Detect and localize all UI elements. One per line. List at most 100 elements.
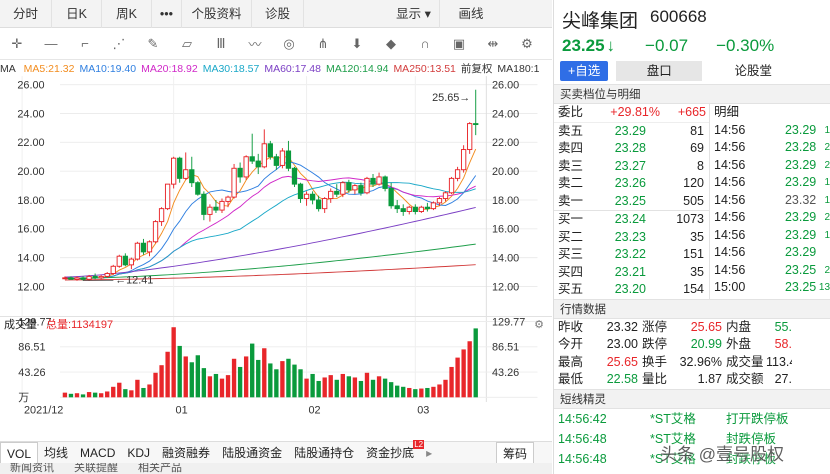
bid-row[interactable]: 买一 23.24 1073: [554, 211, 709, 229]
tab-more[interactable]: •••: [152, 0, 182, 28]
cycle-icon[interactable]: ◎: [283, 35, 295, 51]
quote-label: 涨停: [642, 319, 668, 334]
tab-chips[interactable]: 筹码: [495, 441, 534, 464]
level-volume: 8: [697, 158, 704, 173]
tab-scroll-right[interactable]: ▸: [426, 445, 433, 460]
candle-body: [74, 277, 80, 280]
detail-row: 14:56 23.29 1: [710, 174, 830, 192]
price-row: 23.25 ↓ −0.07 −0.30%: [554, 34, 830, 58]
eraser-icon[interactable]: ◆: [386, 35, 396, 51]
tab-related-alerts[interactable]: 关联提醒: [74, 463, 118, 474]
candle-body: [237, 167, 243, 178]
volume-bar: [388, 382, 394, 398]
quote-label: 跌停: [642, 337, 668, 351]
display-dropdown[interactable]: 显示 ▾: [388, 0, 440, 28]
split-icon[interactable]: ⇹: [487, 35, 499, 51]
ma-item: MA10:19.40: [79, 63, 137, 75]
tab-kdj[interactable]: KDJ: [127, 445, 151, 460]
kline-chart[interactable]: 26.00 26.00 24.00 24.00 22.00 22.00 20.00 20.00…: [0, 61, 552, 421]
candle-body: [140, 242, 147, 253]
tab-macd[interactable]: MACD: [80, 445, 116, 460]
trash-icon[interactable]: ▣: [452, 35, 466, 51]
tab-stock-profile[interactable]: 个股资料: [182, 0, 252, 28]
price-axis-label-right: 12.00: [492, 281, 519, 293]
tab-orderbook[interactable]: 盘口: [616, 61, 703, 81]
line-icon[interactable]: —: [44, 36, 58, 51]
candle-body: [225, 196, 231, 202]
tab-northbound-holdings[interactable]: 陆股通持仓: [294, 445, 355, 460]
elf-row[interactable]: 14:56:48 *ST艾格 封跌停板: [554, 449, 830, 469]
volume-bar: [165, 351, 170, 398]
ask-row[interactable]: 卖一 23.25 505: [554, 193, 709, 211]
ask-row[interactable]: 卖二 23.26 120: [554, 175, 709, 193]
bid-row[interactable]: 买四 23.21 35: [554, 264, 709, 282]
tab-northbound-funds[interactable]: 陆股通资金: [222, 445, 283, 460]
tab-margin[interactable]: 融资融券: [162, 445, 211, 460]
level-price: 23.24: [614, 212, 646, 226]
tab-ma[interactable]: 均线: [44, 445, 69, 460]
volume-bar: [62, 392, 68, 398]
price-axis-label-left: 14.00: [17, 252, 44, 264]
bid-row[interactable]: 买三 23.22 151: [554, 246, 709, 264]
indicator-tabs: VOL 均线 MACD KDJ 融资融券 陆股通资金 陆股通持仓 资金抄底 L2…: [0, 439, 552, 464]
price-down-icon: ↓: [606, 36, 616, 55]
panel-actions: +自选 盘口 论股堂: [554, 58, 830, 84]
volume-settings-icon[interactable]: ⚙: [534, 319, 544, 331]
crop-icon[interactable]: ⌐: [81, 36, 89, 51]
tab-related-products[interactable]: 相关产品: [138, 463, 182, 474]
fork-icon[interactable]: ⋔: [317, 35, 329, 51]
tab-forum[interactable]: 论股堂: [734, 64, 773, 78]
detail-time: 14:56: [714, 210, 746, 224]
volume-bar: [280, 361, 285, 398]
level-price: 23.23: [614, 229, 646, 244]
volume-bar: [328, 375, 333, 398]
candle-body: [86, 275, 92, 280]
crosshair-icon[interactable]: ✛: [11, 35, 23, 51]
volume-bar: [195, 355, 200, 398]
ask-row[interactable]: 卖五 23.29 81: [554, 123, 709, 141]
bid-row[interactable]: 买二 23.23 35: [554, 229, 709, 247]
down-arrow-icon[interactable]: ⬇: [351, 35, 363, 51]
tab-bottom-fishing[interactable]: 资金抄底 L2: [360, 439, 425, 464]
text-icon[interactable]: Ⅲ: [216, 35, 226, 51]
quote-label: 今开: [558, 337, 584, 351]
price-change: −0.07: [645, 36, 689, 55]
price-axis-label-right: 24.00: [492, 108, 519, 120]
pencil-icon[interactable]: ✎: [147, 35, 159, 51]
candle-body: [134, 242, 141, 260]
ask-row[interactable]: 卖三 23.27 8: [554, 158, 709, 176]
candle-body: [68, 277, 74, 280]
add-watchlist-button[interactable]: +自选: [560, 61, 609, 81]
level-volume: 35: [690, 229, 704, 244]
ask-row[interactable]: 卖四 23.28 69: [554, 140, 709, 158]
tab-news[interactable]: 新闻资讯: [10, 463, 54, 474]
tab-weekly-k[interactable]: 周K: [102, 0, 152, 28]
detail-price: 23.29: [784, 122, 817, 137]
volume-bar: [219, 378, 225, 398]
elf-row[interactable]: 14:56:48 *ST艾格 封跌停板: [554, 429, 830, 449]
ask-list: 卖五 23.29 81 卖四 23.28 69 卖三 23.27 8 卖二 23.26 120 卖一 23…: [554, 121, 709, 211]
tab-diagnose[interactable]: 诊股: [252, 0, 304, 28]
candle-body: [352, 185, 358, 191]
tab-vol[interactable]: VOL: [0, 441, 39, 464]
level-volume: 505: [683, 193, 704, 208]
ma-item: MA180:1: [497, 63, 540, 75]
tab-drawing[interactable]: 画线: [458, 7, 484, 21]
elves-list: 14:56:42 *ST艾格 打开跌停板 14:56:48 *ST艾格 封跌停板 14:56…: [554, 409, 830, 469]
quote-label: 换手: [642, 354, 668, 369]
tab-timeshare[interactable]: 分时: [0, 0, 52, 28]
wave-icon[interactable]: 〰: [248, 37, 262, 52]
quote-label: 成交额: [726, 372, 764, 386]
tab-daily-k[interactable]: 日K: [52, 0, 102, 28]
settings-icon[interactable]: ⚙: [521, 35, 533, 51]
magnet-icon[interactable]: ∩: [420, 36, 430, 51]
candle-body: [322, 198, 328, 210]
candle-body: [376, 176, 382, 185]
bid-row[interactable]: 买五 23.20 154: [554, 281, 709, 299]
volume-bar: [135, 379, 140, 398]
tab-bottom-fishing-label: 资金抄底: [366, 445, 415, 460]
fan-icon[interactable]: ⋰: [112, 35, 126, 51]
elf-row[interactable]: 14:56:42 *ST艾格 打开跌停板: [554, 409, 830, 429]
ma-item: MA20:18.92: [141, 63, 198, 75]
channel-icon[interactable]: ▱: [182, 35, 192, 51]
